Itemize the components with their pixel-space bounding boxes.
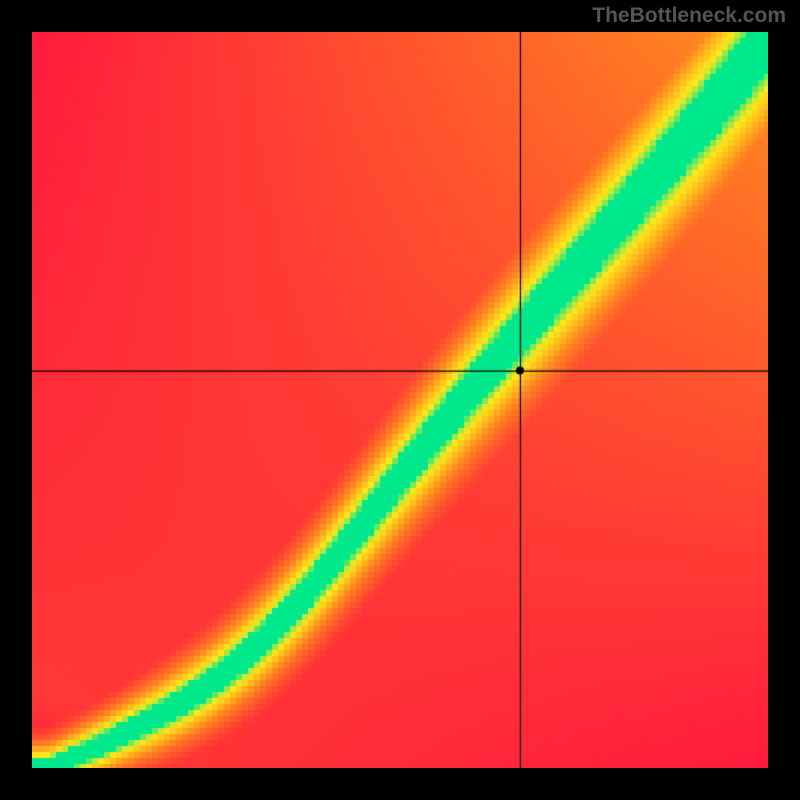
chart-container: TheBottleneck.com <box>0 0 800 800</box>
plot-frame <box>32 32 768 768</box>
watermark-label: TheBottleneck.com <box>592 4 786 28</box>
heatmap-canvas <box>32 32 768 768</box>
